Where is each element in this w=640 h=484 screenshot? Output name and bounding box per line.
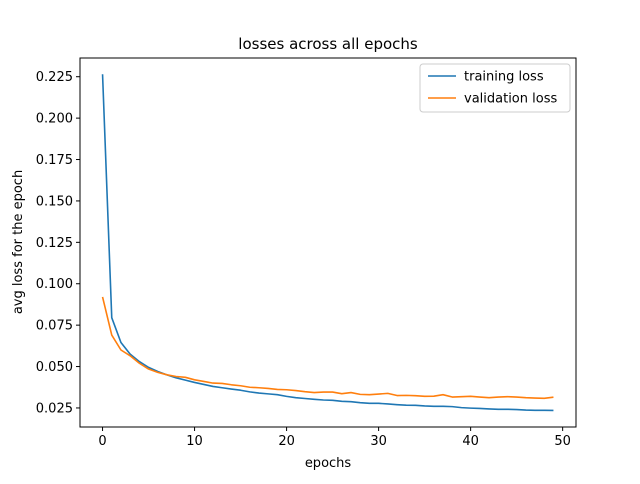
y-tick-label: 0.150 (36, 194, 73, 209)
y-axis: 0.025 0.050 0.075 0.100 0.125 0.150 0.175 0.200… (36, 70, 80, 416)
legend-label-training: training loss (464, 70, 544, 85)
legend: training loss validation loss (419, 63, 571, 113)
series-line-validation (101, 296, 554, 400)
plot-lines (101, 74, 554, 412)
y-tick-label: 0.125 (36, 236, 73, 251)
series-line-training (101, 74, 554, 412)
chart-title: losses across all epochs (238, 35, 418, 53)
legend-label-validation: validation loss (464, 92, 557, 107)
x-axis-label: epochs (305, 456, 352, 471)
x-tick-label: 10 (186, 434, 203, 449)
x-tick-label: 40 (462, 434, 479, 449)
x-tick-label: 30 (370, 434, 387, 449)
x-tick-label: 20 (278, 434, 295, 449)
y-tick-label: 0.200 (36, 112, 73, 127)
y-tick-label: 0.025 (36, 401, 73, 416)
y-tick-label: 0.100 (36, 277, 73, 292)
y-tick-label: 0.050 (36, 360, 73, 375)
y-tick-label: 0.225 (36, 70, 73, 85)
legend-box (419, 63, 571, 113)
y-tick-label: 0.075 (36, 319, 73, 334)
y-axis-label: avg loss for the epoch (11, 170, 26, 314)
x-tick-label: 0 (98, 434, 106, 449)
x-axis: 0 10 20 30 40 50 (98, 427, 571, 449)
x-tick-label: 50 (554, 434, 571, 449)
y-tick-label: 0.175 (36, 153, 73, 168)
